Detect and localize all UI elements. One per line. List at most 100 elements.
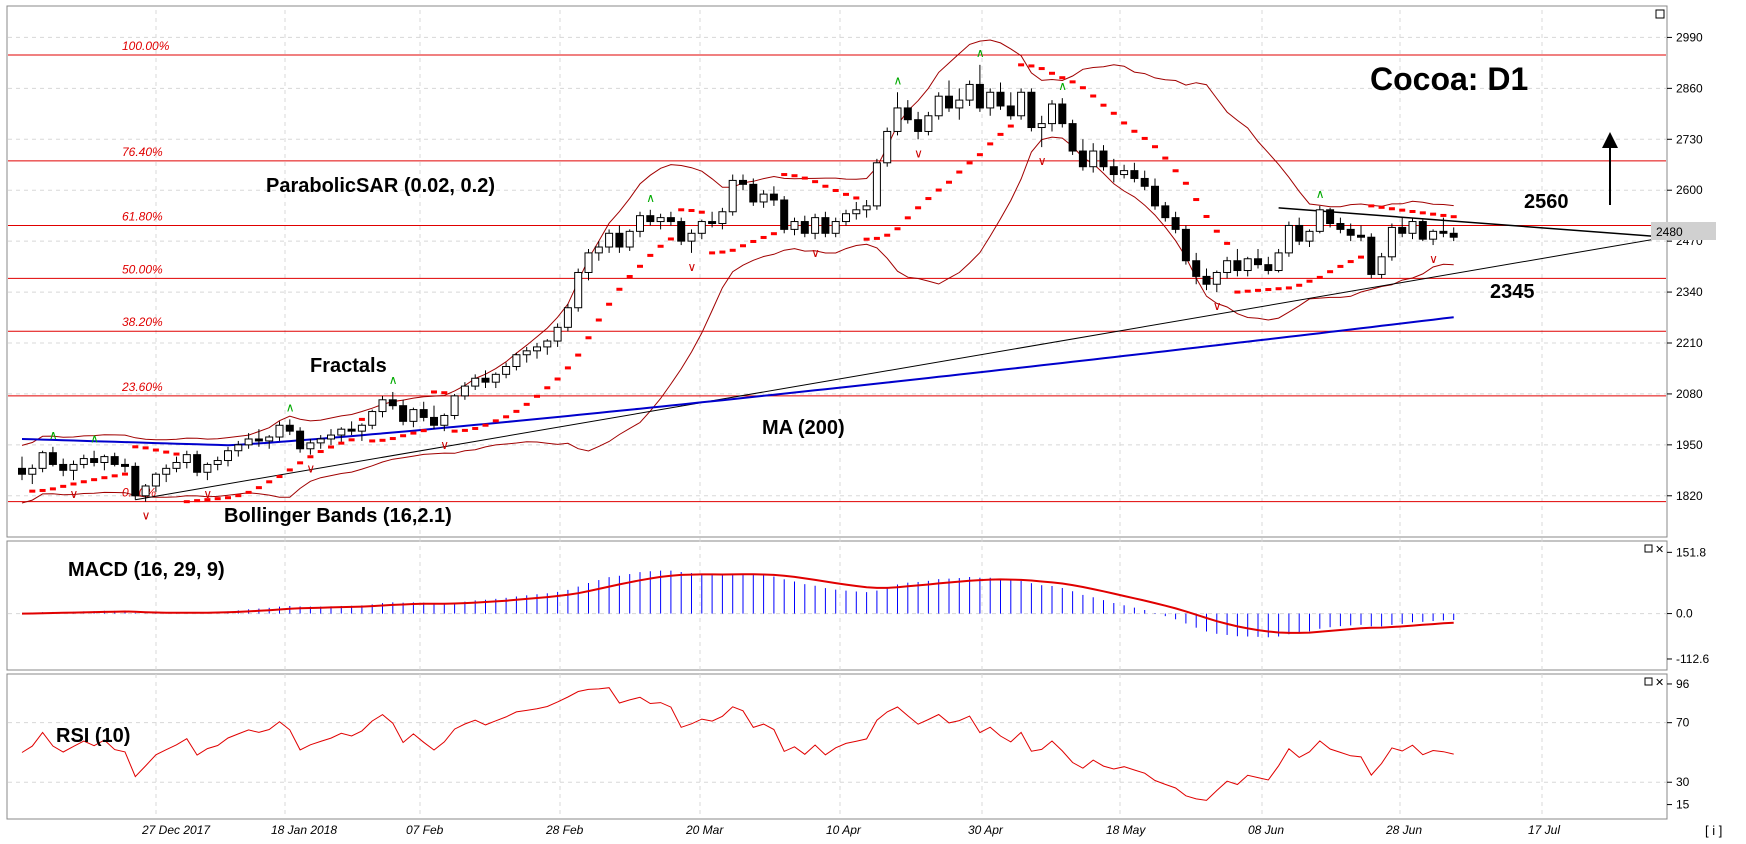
sar-dot [843,192,849,196]
candle-body [399,405,408,422]
candle-body [790,221,799,230]
date-label: 28 Jun [1385,823,1422,837]
price-tick-label: 1820 [1676,489,1703,503]
rsi-tick-label: 30 [1676,775,1690,789]
price-tick-label: 2730 [1676,132,1703,146]
sar-dot [1388,207,1395,211]
sar-dot [740,244,746,248]
sar-dot [925,197,932,201]
sar-dot [637,264,643,268]
rsi-window-controls[interactable]: ✕ [1644,677,1664,689]
fractal-down-icon: ∨ [440,438,449,452]
date-label: 28 Feb [545,823,584,837]
candle-body [193,454,202,473]
candle-body [625,230,634,248]
fractal-up-icon: ∧ [389,373,398,387]
sar-dot [1347,260,1354,264]
sar-dot [647,253,654,257]
sar-dot [420,429,427,433]
sar-dot [667,237,674,241]
sar-dot [1337,264,1344,268]
sar-dot [1110,111,1117,115]
candle-body [1223,260,1232,273]
sar-dot [348,438,355,442]
candle-body [594,246,603,254]
bollinger-label: Bollinger Bands (16,2.1) [224,505,452,527]
candle-body [430,416,438,426]
sar-dot [1430,212,1437,216]
sar-dot [451,429,458,433]
sar-dot [183,500,190,504]
rsi-tick-label: 15 [1676,798,1690,812]
candle-body [780,199,789,230]
sar-dot [204,498,211,502]
candle-body [697,221,706,234]
sar-dot [307,455,314,459]
candle-body [646,215,655,223]
macd-window-controls[interactable]: ✕ [1644,544,1664,556]
maximize-icon[interactable] [1655,9,1665,19]
candle-body [687,232,696,242]
candle-body [1274,252,1283,272]
sar-dot [698,210,705,214]
sar-dot [80,480,87,484]
candle-body [986,91,995,109]
candle-body [1336,223,1345,230]
candle-body [100,456,109,463]
candle-body [543,340,552,348]
candle-body [244,438,253,446]
macd-label: MACD (16, 29, 9) [68,559,225,581]
fractal-down-icon: ∨ [1038,154,1047,168]
sar-dot [379,438,386,442]
candle-body [996,91,1005,107]
price-tick-label: 2600 [1676,183,1703,197]
candle-body [151,473,160,487]
sar-dot [1399,208,1406,212]
sar-dot [1358,255,1364,259]
sar-dot [781,173,788,177]
candle-body [893,107,902,132]
candle-body [296,430,305,450]
candle-body [512,354,521,368]
candle-body [811,217,820,234]
candle-body [254,438,263,442]
up-arrow-icon [1602,132,1618,205]
rsi-line [21,687,1454,801]
candle-body [378,399,387,413]
info-corner-label[interactable]: [ i ] [1705,823,1722,838]
candle-body [409,409,418,422]
candle-body [440,414,449,426]
sar-dot [822,184,829,188]
sar-dot [317,450,324,454]
bollinger-lower [21,136,1454,504]
sar-dot [688,209,695,213]
candle-body [1387,226,1396,258]
fractal-down-icon: ∨ [914,146,923,160]
sar-dot [29,489,36,493]
candle-body [38,452,47,469]
resistance-trendline [1278,207,1667,238]
sar-dot [1285,286,1292,290]
candle-body [1109,166,1118,176]
sar-dot [729,248,736,252]
sar-dot [1234,290,1241,294]
candle-body [1254,258,1262,266]
candle-body [1058,103,1067,125]
candle-body [357,424,366,432]
candle-body [347,428,356,432]
sar-dot [946,180,952,184]
candle-body [945,95,953,109]
sar-dot [1018,63,1025,67]
sar-dot [1203,214,1210,218]
candle-body [1264,264,1273,272]
date-label: 07 Feb [406,823,444,837]
macd-tick-label: 151.8 [1676,545,1706,559]
sar-dot [1049,71,1055,75]
candle-body [1315,209,1324,232]
sar-dot [1213,229,1220,233]
candle-body [48,452,57,465]
candle-body [553,326,562,342]
macd-tick-label: -112.6 [1676,652,1709,666]
rsi-panel: 96 70 30 15 [8,677,1690,812]
sar-dot [1090,94,1097,98]
